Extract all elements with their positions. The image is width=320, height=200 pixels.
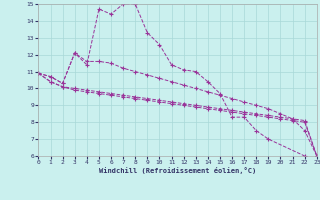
X-axis label: Windchill (Refroidissement éolien,°C): Windchill (Refroidissement éolien,°C): [99, 167, 256, 174]
